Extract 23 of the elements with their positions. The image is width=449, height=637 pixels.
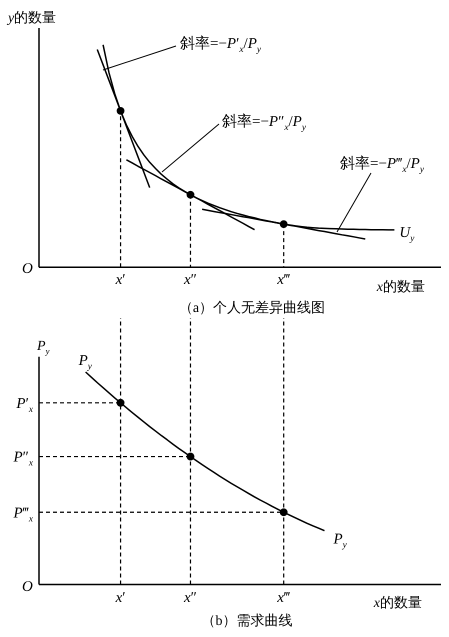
- y-axis-title: P$_{y}$: [332, 532, 348, 551]
- annotation: 斜率=−P′$_{x}$/P$_{y}$: [180, 35, 262, 56]
- annotation: 斜率=−P‴$_{x}$/P$_{y}$: [340, 155, 425, 176]
- x-axis-title: x的数量: [372, 595, 422, 611]
- series-label: U$_{y}$: [399, 224, 416, 244]
- x-tick-label: x′: [114, 590, 126, 606]
- text: P$_{y}$: [37, 339, 50, 356]
- annotation: 斜率=−P″$_{x}$/P$_{y}$: [222, 113, 307, 134]
- text: O: [22, 579, 33, 595]
- x-tick-label: x″: [183, 590, 197, 606]
- x-axis-title: x的数量: [376, 279, 425, 295]
- x-tick-label: x‴: [276, 272, 291, 288]
- y-axis-title: y的数量: [6, 10, 56, 26]
- text: O: [22, 261, 33, 277]
- text: （a）个人无差异曲线图: [178, 300, 326, 316]
- series-label: P′$_{x}$: [15, 396, 34, 415]
- x-tick-label: x′: [114, 272, 126, 288]
- series-label: P$_{y}$: [78, 353, 93, 372]
- series-label: P″$_{x}$: [12, 450, 34, 469]
- x-tick-label: x″: [183, 272, 197, 288]
- series-label: P‴$_{x}$: [12, 505, 34, 524]
- x-tick-label: x‴: [276, 590, 291, 606]
- text: （b）需求曲线: [202, 613, 292, 629]
